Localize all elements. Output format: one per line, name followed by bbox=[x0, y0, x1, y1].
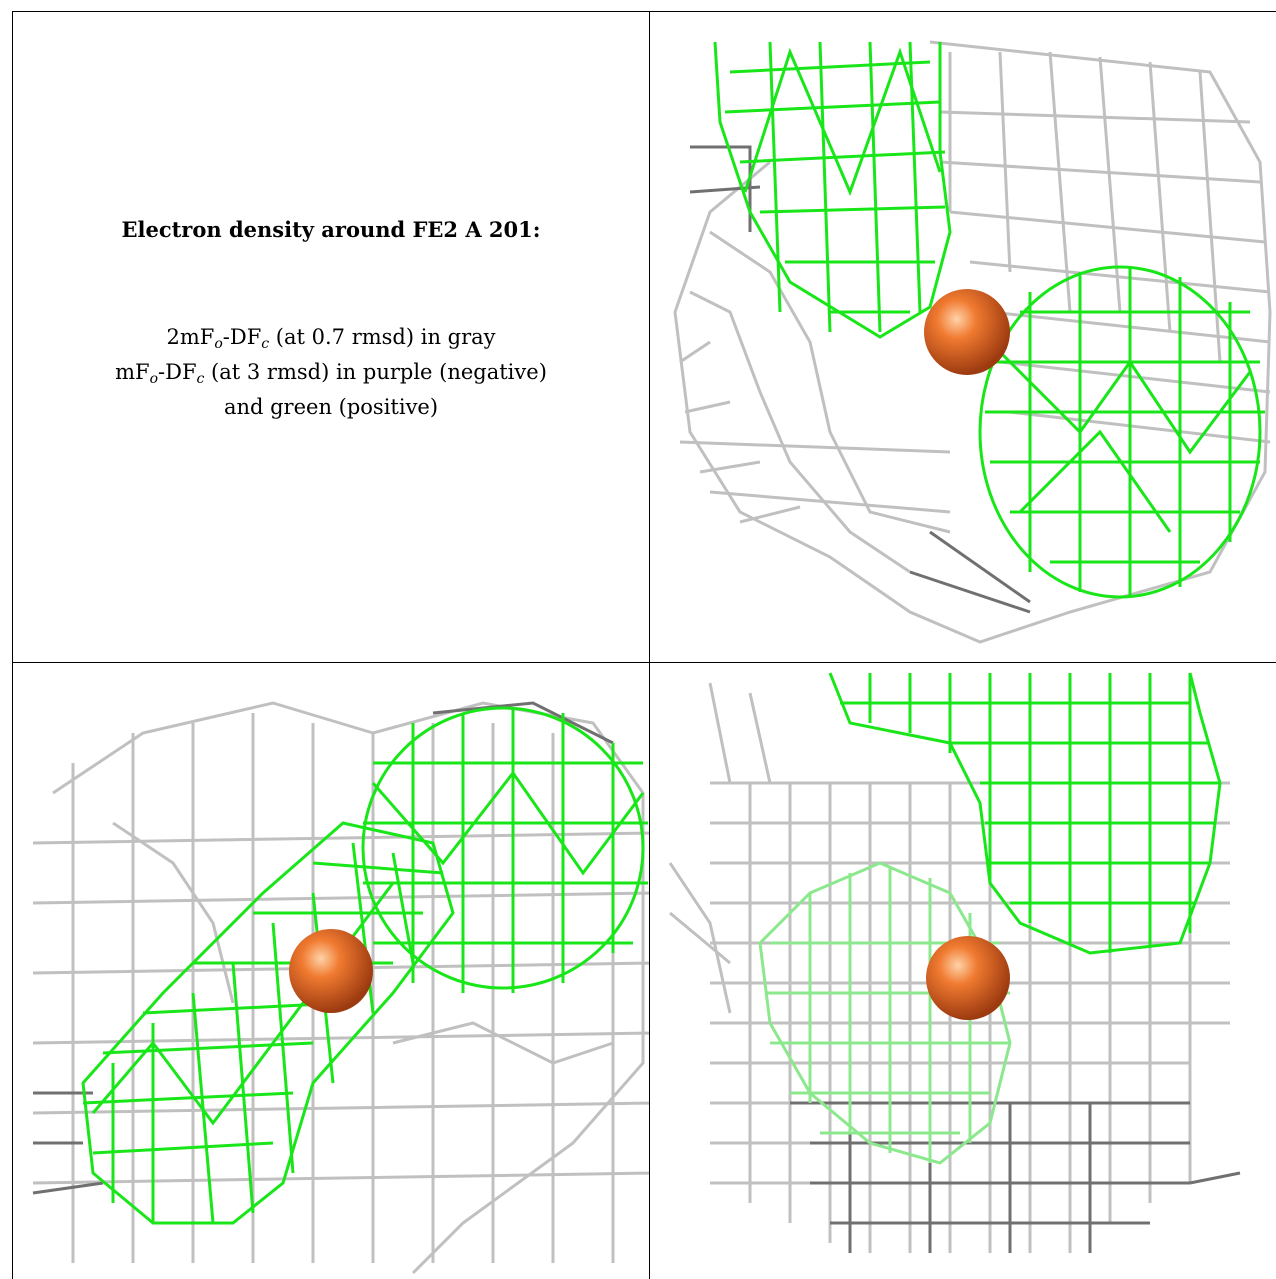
density-view-1-image bbox=[673, 40, 1272, 644]
mesh-fofc-positive-lower bbox=[758, 861, 1012, 1165]
mesh-fofc-positive-lower bbox=[81, 821, 455, 1225]
mesh-fofc-positive-right bbox=[361, 706, 648, 993]
mesh-2fofc-dark bbox=[689, 145, 1031, 614]
caption-cell: Electron density around FE2 A 201: 2mFo-… bbox=[13, 12, 649, 662]
grid-top-border bbox=[12, 11, 1276, 12]
density-view-2-image bbox=[32, 701, 649, 1275]
mesh-2fofc-gray bbox=[673, 40, 1272, 644]
mesh-fofc-positive-right bbox=[978, 265, 1265, 599]
density-view-2 bbox=[13, 663, 649, 1279]
density-view-3-image bbox=[668, 672, 1241, 1253]
caption-title: Electron density around FE2 A 201: bbox=[121, 217, 541, 242]
grid-middle-divider bbox=[12, 662, 1276, 663]
caption-line-positive: and green (positive) bbox=[223, 395, 439, 419]
mesh-2fofc-dark bbox=[790, 1101, 1241, 1253]
mesh-fofc-positive-upper bbox=[713, 41, 952, 339]
density-view-1 bbox=[650, 12, 1276, 662]
fe2-atom-sphere bbox=[289, 929, 373, 1013]
caption-description: 2mFo-DFc (at 0.7 rmsd) in gray mFo-DFc (… bbox=[13, 320, 649, 425]
density-view-3 bbox=[650, 663, 1276, 1279]
fe2-atom-sphere bbox=[924, 289, 1010, 375]
fe2-atom-sphere bbox=[926, 936, 1010, 1020]
grid-left-border bbox=[12, 12, 13, 1279]
mesh-fofc-positive-upper bbox=[828, 672, 1222, 955]
mesh-2fofc-dark bbox=[32, 701, 614, 1195]
grid-center-divider bbox=[649, 12, 650, 1279]
caption-line-fofc: mFo-DFc (at 3 rmsd) in purple (negative) bbox=[115, 360, 547, 387]
caption-line-2fofc: 2mFo-DFc (at 0.7 rmsd) in gray bbox=[166, 325, 496, 352]
